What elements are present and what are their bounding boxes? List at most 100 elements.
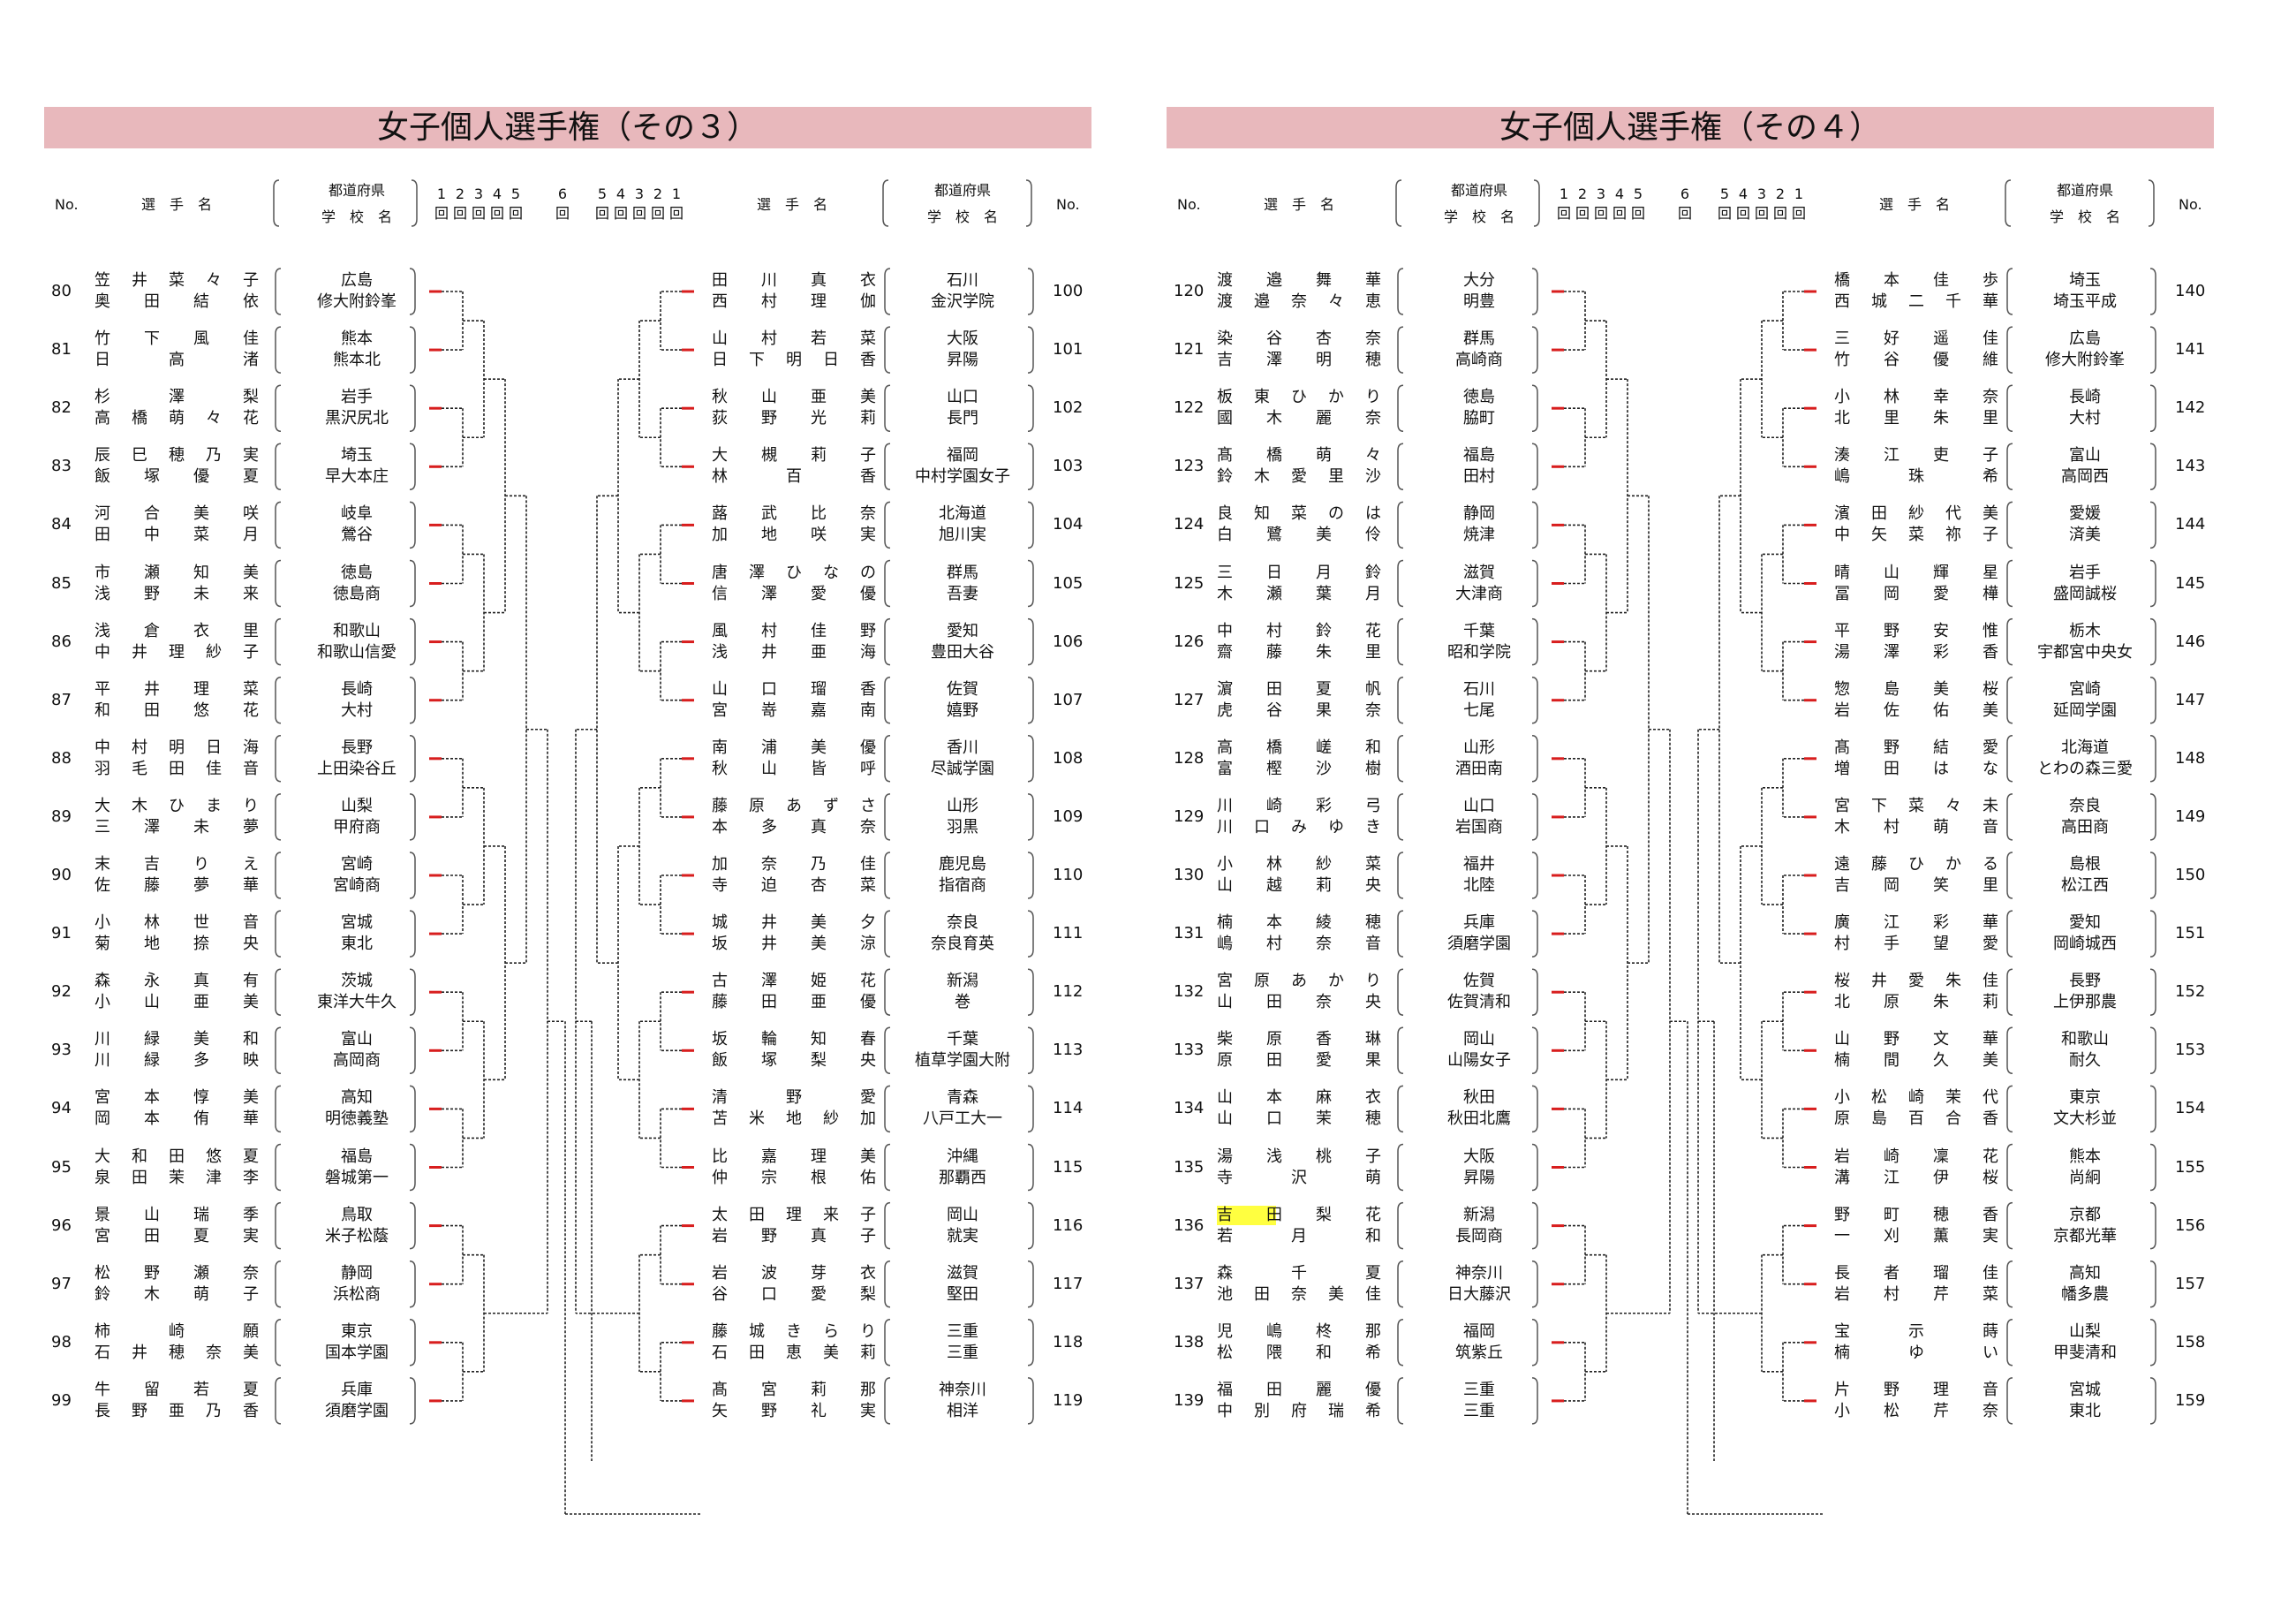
player-name: 中村明日海 [94,738,259,757]
bracket-paren [1397,968,1404,1016]
entry-no: 144 [2175,515,2206,534]
bracket-paren [409,735,416,783]
school: 甲斐清和 [2053,1343,2117,1362]
player-name: 湊江吏子 [1834,446,1998,466]
bracket-paren [1531,384,1538,432]
round-number: 2 [1577,185,1588,202]
header-pref: 都道府県 [933,182,991,199]
header-no: No. [1056,196,1080,213]
prefecture: 秋田 [1463,1088,1495,1108]
bracket-paren [884,968,891,1016]
entry-no: 86 [51,632,72,651]
player-name: 山田奈央 [1217,993,1381,1012]
bracket-paren [2149,559,2156,608]
player-name: 宮原あかり [1217,972,1381,991]
school: 岡崎城西 [2053,935,2117,954]
player-name: 濵田夏帆 [1217,679,1381,699]
entry-no: 114 [1053,1099,1084,1118]
school: 和歌山信愛 [317,642,397,662]
bracket-paren [1531,1143,1538,1192]
school: 高岡商 [333,1051,381,1071]
bracket-paren [1397,1319,1404,1367]
bracket-paren [1531,501,1538,549]
bracket-paren [409,1085,416,1133]
prefecture: 静岡 [341,1263,373,1283]
entry-no: 130 [1174,866,1205,884]
prefecture: 沖縄 [947,1147,978,1166]
player-name: 吉澤明穂 [1217,351,1381,370]
school: 大村 [2069,409,2101,428]
round-number: 3 [473,185,484,202]
entry-no: 133 [1174,1041,1205,1060]
round-number: 6 [557,185,568,202]
bracket-paren [409,268,416,315]
player-name: 谷口愛梨 [712,1284,876,1304]
player-name: 市瀬知美 [94,563,259,582]
entry-no: 102 [1053,398,1084,418]
bracket-paren [1397,384,1404,432]
player-name: 山村若菜 [712,329,876,349]
bracket-paren [409,852,416,899]
prefecture: 和歌山 [333,621,381,640]
player-name: 小松芹奈 [1834,1401,1998,1420]
player-name: 吉岡笑里 [1834,876,1998,895]
player-name: 冨岡愛樺 [1834,584,1998,603]
bracket-paren [1531,326,1538,374]
player-name: 羽毛田佳音 [94,759,259,778]
player-name: 加地咲実 [712,526,876,545]
player-name: 信澤愛優 [712,584,876,603]
entry-no: 145 [2175,573,2206,593]
school: 明徳義塾 [325,1109,389,1129]
player-name: 柿崎願 [94,1321,259,1341]
school: 三重 [947,1343,978,1362]
bracket-paren [273,179,280,227]
bracket-paren [1397,1143,1404,1192]
player-name: 唐澤ひなの [712,563,876,582]
prefecture: 山口 [947,388,978,407]
bracket-paren [2149,268,2156,315]
player-name: 山本麻衣 [1217,1088,1381,1108]
round-number: 6 [1680,185,1690,202]
bracket-paren [2148,179,2155,227]
round-unit: 回 [472,205,487,222]
bracket-paren [1531,443,1538,491]
player-name: 田川真衣 [712,271,876,290]
bracket-paren [409,910,416,958]
bracket-paren [409,1319,416,1367]
player-name: 末吉りえ [94,855,259,874]
panel-title: 女子個人選手権（その３） [44,107,1091,148]
school: 耐久 [2069,1051,2101,1071]
player-name: 長者瑠佳 [1834,1263,1998,1283]
player-name: 景山瑞季 [94,1205,259,1224]
player-name: 日高渚 [94,351,259,370]
prefecture: 香川 [947,738,978,757]
bracket-paren [884,1026,891,1075]
prefecture: 宮城 [2069,1380,2101,1399]
entry-no: 159 [2175,1390,2206,1410]
player-name: 太田理来子 [712,1205,876,1224]
bracket-paren [2149,793,2156,841]
prefecture: 兵庫 [341,1380,373,1399]
prefecture: 岡山 [1463,1030,1495,1049]
player-name: 田中菜月 [94,526,259,545]
player-name: 片野理音 [1834,1380,1998,1399]
bracket-paren [409,501,416,549]
bracket-paren [1027,326,1034,374]
prefecture: 新潟 [1463,1205,1495,1224]
school: 就実 [947,1226,978,1245]
bracket-paren [1531,1085,1538,1133]
bracket-paren [1027,617,1034,666]
bracket-paren [409,676,416,724]
player-name: 三好遥佳 [1834,329,1998,349]
entry-no: 118 [1053,1332,1084,1351]
bracket-paren [882,179,889,227]
bracket-paren [884,735,891,783]
player-name: 溝江伊桜 [1834,1168,1998,1187]
entry-no: 99 [51,1390,72,1410]
header-name: 選 手 名 [140,196,212,213]
header-pref: 都道府県 [1450,182,1507,199]
bracket-paren [2149,384,2156,432]
entry-no: 106 [1053,632,1084,651]
prefecture: 福島 [341,1147,373,1166]
